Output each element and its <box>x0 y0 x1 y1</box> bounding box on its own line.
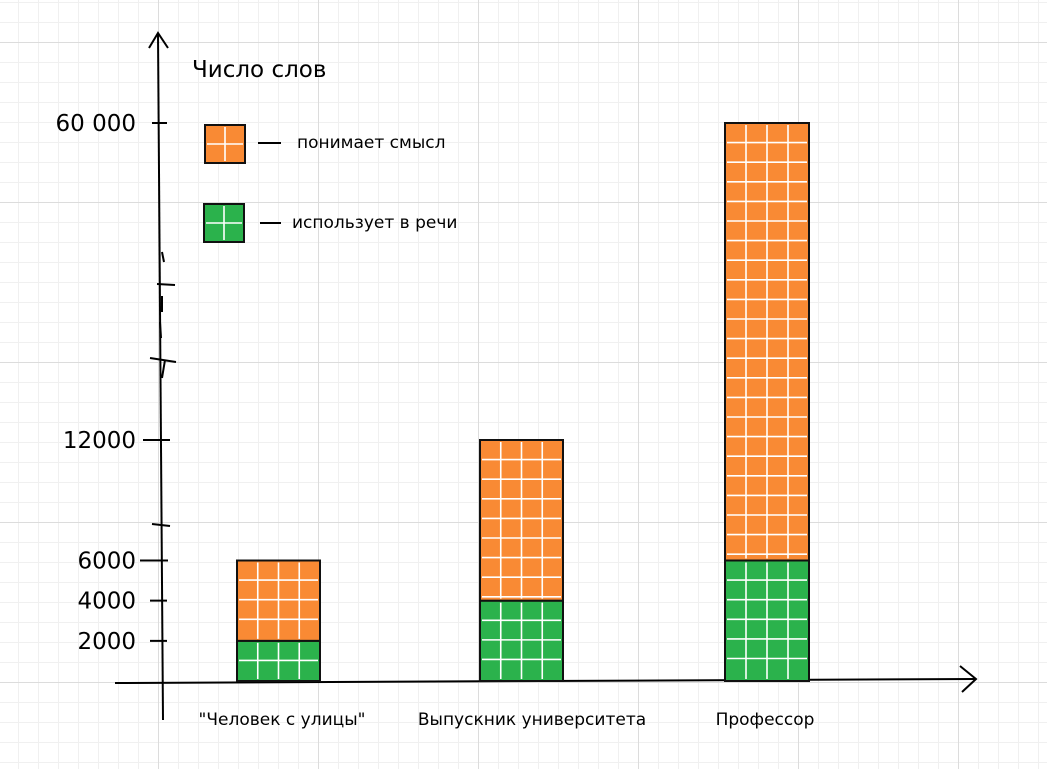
x-tick-label: "Человек с улицы" <box>199 710 366 730</box>
bar-segment-understands <box>479 439 564 602</box>
y-ticks: 2000 4000 6000 12000 60 000 <box>56 111 171 655</box>
legend-swatch-uses <box>203 203 245 243</box>
x-tick-label: Выпускник университета <box>418 710 646 730</box>
y-axis <box>157 33 164 721</box>
y-tick-mark <box>151 523 171 527</box>
legend-label-uses: использует в речи <box>292 213 457 233</box>
y-axis-arrow <box>148 31 169 49</box>
bar-group <box>236 559 321 682</box>
legend-label-understands: понимает смысл <box>297 133 446 153</box>
y-tick-label: 6000 <box>77 549 136 575</box>
bar-group <box>724 122 810 682</box>
legend: понимает смысл использует в речи <box>203 124 457 243</box>
bar-segment-understands <box>724 122 810 562</box>
legend-swatch-understands <box>204 124 246 164</box>
bars <box>236 122 810 683</box>
x-tick-label: Профессор <box>716 710 815 730</box>
x-axis-arrow <box>959 665 978 693</box>
bar-segment-uses <box>724 559 810 682</box>
bar-segment-uses <box>479 599 564 683</box>
y-tick-label: 4000 <box>77 589 136 615</box>
y-tick-label: 2000 <box>77 629 136 655</box>
chart-title: Число слов <box>192 57 326 83</box>
y-tick-label: 60 000 <box>56 111 136 137</box>
bar-segment-understands <box>236 559 321 642</box>
y-tick-label: 12000 <box>63 428 136 454</box>
bar-segment-uses <box>236 639 321 682</box>
bar-group <box>479 439 564 683</box>
x-labels: "Человек с улицы" Выпускник университета П… <box>199 710 815 730</box>
axis-break <box>149 251 177 379</box>
